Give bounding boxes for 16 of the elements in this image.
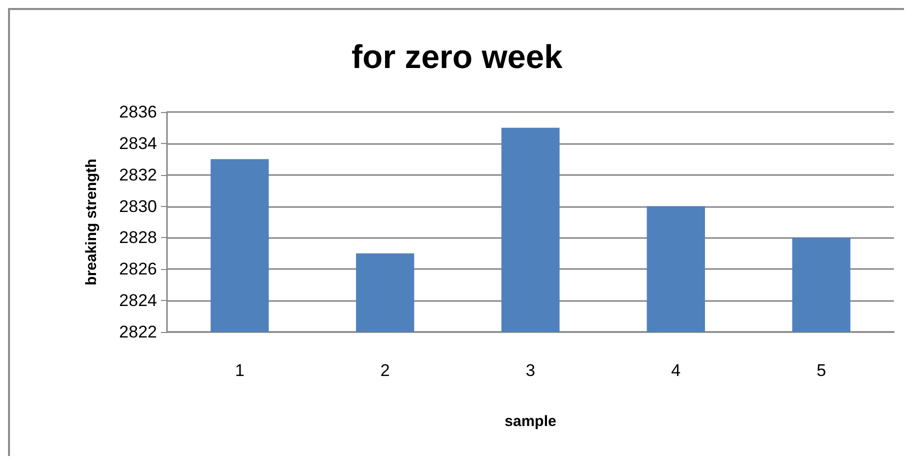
y-axis-title: breaking strength bbox=[83, 158, 100, 286]
y-tick-label: 2836 bbox=[119, 102, 157, 122]
x-tick-label: 4 bbox=[671, 361, 681, 380]
x-axis-title: sample bbox=[504, 413, 556, 430]
y-tick-label: 2830 bbox=[119, 196, 157, 216]
x-tick-label: 5 bbox=[816, 361, 826, 380]
y-tick-label: 2822 bbox=[119, 322, 157, 342]
y-tick-label: 2834 bbox=[119, 134, 157, 153]
y-tick-label: 2832 bbox=[119, 165, 157, 184]
x-tick-label: 3 bbox=[526, 361, 536, 380]
y-tick-label: 2826 bbox=[119, 260, 157, 279]
x-tick-label: 2 bbox=[380, 361, 390, 380]
y-tick-label: 2828 bbox=[119, 228, 157, 248]
y-tick-label: 2824 bbox=[119, 291, 157, 310]
x-tick-label: 1 bbox=[234, 361, 244, 380]
chart-title: for zero week bbox=[352, 38, 564, 75]
